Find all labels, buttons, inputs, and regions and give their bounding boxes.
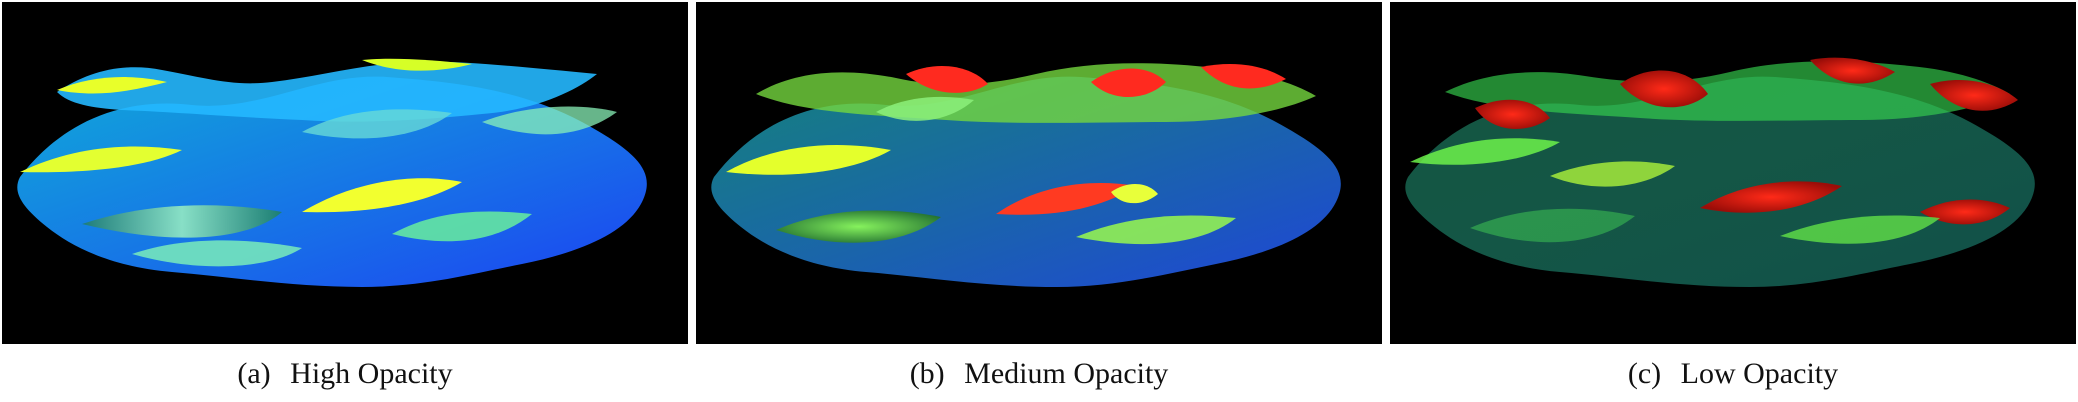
volume-render-image xyxy=(1390,2,2076,344)
volume-render-low-opacity xyxy=(1390,2,2076,344)
panel-c: (c) Low Opacity xyxy=(1390,0,2076,402)
panel-b-label: (b) xyxy=(909,357,945,390)
panel-a-caption: (a) High Opacity xyxy=(2,354,688,394)
panel-a-label: (a) xyxy=(237,357,271,390)
panel-a-title: High Opacity xyxy=(290,357,453,390)
volume-render-image xyxy=(696,2,1382,344)
volume-render-high-opacity xyxy=(2,2,688,344)
volume-render-medium-opacity xyxy=(696,2,1382,344)
panel-c-label: (c) xyxy=(1627,357,1662,390)
panel-b-title: Medium Opacity xyxy=(964,357,1169,390)
panel-c-title: Low Opacity xyxy=(1680,357,1839,390)
panel-b: (b) Medium Opacity xyxy=(696,0,1382,402)
panel-a: (a) High Opacity xyxy=(2,0,688,402)
panel-b-caption: (b) Medium Opacity xyxy=(696,354,1382,394)
panel-c-caption: (c) Low Opacity xyxy=(1390,354,2076,394)
volume-render-image xyxy=(2,2,688,344)
